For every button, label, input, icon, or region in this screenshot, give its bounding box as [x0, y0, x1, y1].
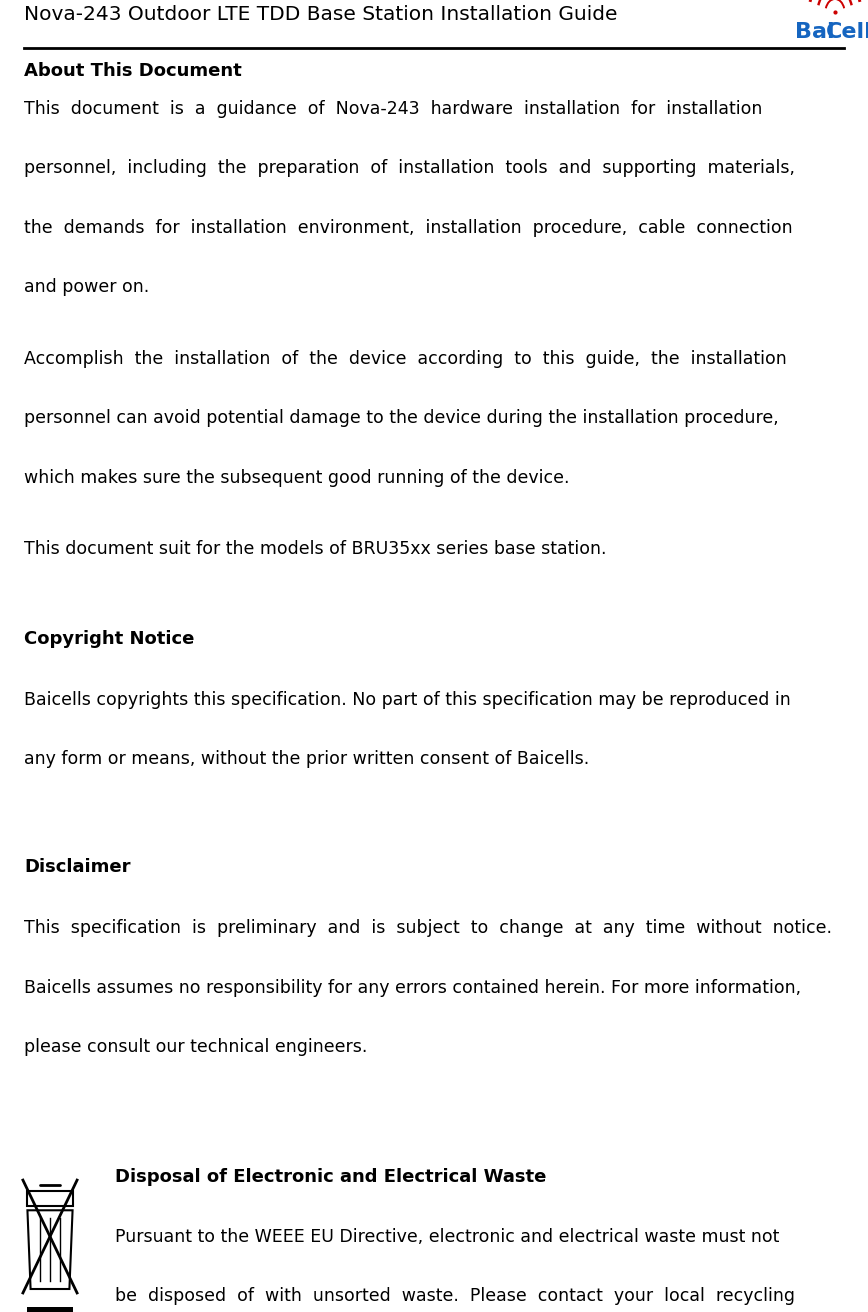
Text: personnel,  including  the  preparation  of  installation  tools  and  supportin: personnel, including the preparation of …: [24, 160, 795, 177]
Text: Disposal of Electronic and Electrical Waste: Disposal of Electronic and Electrical Wa…: [115, 1168, 546, 1186]
Text: Copyright Notice: Copyright Notice: [24, 630, 194, 648]
Text: This  document  is  a  guidance  of  Nova-243  hardware  installation  for  inst: This document is a guidance of Nova-243 …: [24, 100, 763, 118]
Text: About This Document: About This Document: [24, 62, 242, 80]
Text: Pursuant to the WEEE EU Directive, electronic and electrical waste must not: Pursuant to the WEEE EU Directive, elect…: [115, 1228, 779, 1246]
Text: Bai: Bai: [795, 22, 835, 42]
Text: personnel can avoid potential damage to the device during the installation proce: personnel can avoid potential damage to …: [24, 409, 779, 428]
Text: Disclaimer: Disclaimer: [24, 858, 131, 876]
Text: be  disposed  of  with  unsorted  waste.  Please  contact  your  local  recyclin: be disposed of with unsorted waste. Plea…: [115, 1287, 795, 1305]
Text: This document suit for the models of BRU35xx series base station.: This document suit for the models of BRU…: [24, 539, 607, 558]
Text: which makes sure the subsequent good running of the device.: which makes sure the subsequent good run…: [24, 468, 569, 487]
Text: Accomplish  the  installation  of  the  device  according  to  this  guide,  the: Accomplish the installation of the devic…: [24, 350, 787, 367]
Text: please consult our technical engineers.: please consult our technical engineers.: [24, 1038, 368, 1056]
Text: the  demands  for  installation  environment,  installation  procedure,  cable  : the demands for installation environment…: [24, 219, 793, 237]
Text: Cells: Cells: [826, 22, 868, 42]
Text: any form or means, without the prior written consent of Baicells.: any form or means, without the prior wri…: [24, 750, 589, 769]
Text: Baicells copyrights this specification. No part of this specification may be rep: Baicells copyrights this specification. …: [24, 691, 791, 708]
Text: This  specification  is  preliminary  and  is  subject  to  change  at  any  tim: This specification is preliminary and is…: [24, 920, 832, 937]
Bar: [28, 1307, 73, 1312]
Text: and power on.: and power on.: [24, 278, 149, 297]
Text: Nova-243 Outdoor LTE TDD Base Station Installation Guide: Nova-243 Outdoor LTE TDD Base Station In…: [24, 5, 618, 24]
Text: Baicells assumes no responsibility for any errors contained herein. For more inf: Baicells assumes no responsibility for a…: [24, 979, 801, 997]
